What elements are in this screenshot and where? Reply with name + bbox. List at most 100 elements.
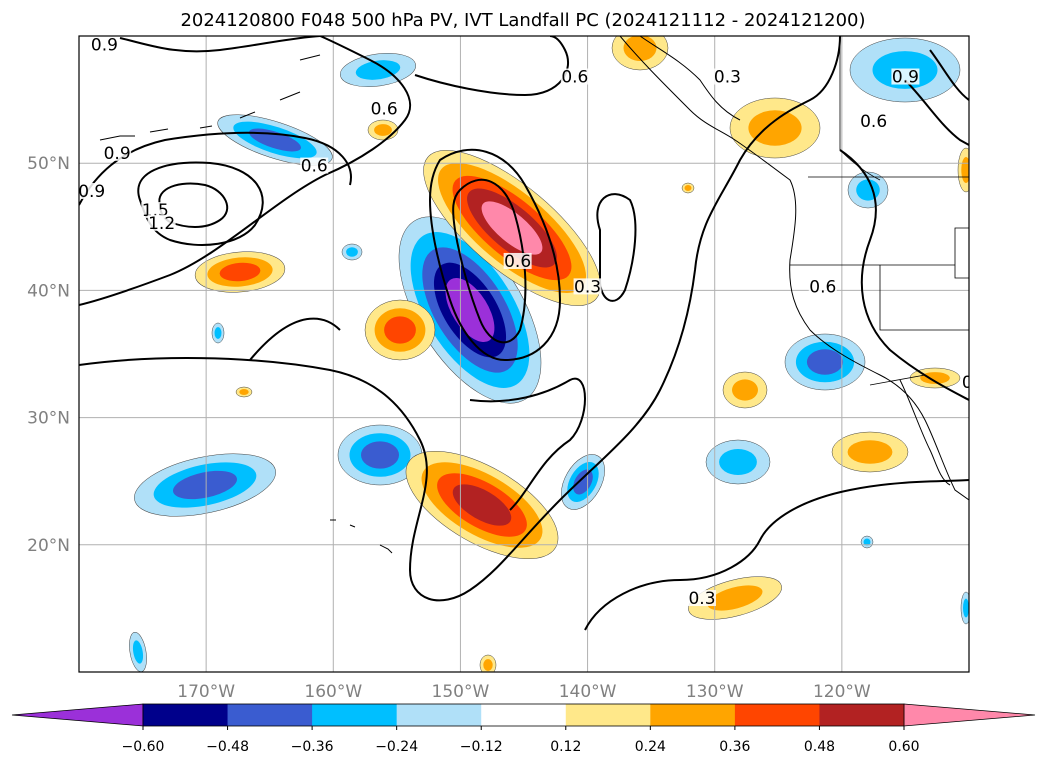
positive-anomaly-subtropical-level-4 xyxy=(452,484,512,526)
positive-anomaly-coast-north-level-2 xyxy=(748,110,802,146)
negative-anomaly-dot xyxy=(211,322,225,344)
contour-label: 0.3 xyxy=(962,373,989,393)
colorbar-segment xyxy=(227,704,313,726)
positive-anomaly-gulf-level-2 xyxy=(920,372,950,384)
contour-0.6-east xyxy=(414,36,570,97)
latitude-tick-labels: 20°N 30°N 40°N 50°N xyxy=(27,154,70,556)
negative-anomaly-subtropical xyxy=(337,424,423,486)
contour-label: 0.6 xyxy=(504,252,531,272)
positive-anomaly-dot2-level-2 xyxy=(684,185,692,191)
colorbar-segment xyxy=(481,704,567,726)
contour-label-bg xyxy=(713,68,742,85)
contour-0.6-ne xyxy=(904,79,969,146)
contour-0.6-coast xyxy=(839,149,969,401)
contour-label: 0.9 xyxy=(78,182,105,202)
negative-anomaly-north-level-2 xyxy=(355,60,401,80)
contour-0.9-west xyxy=(79,131,352,206)
contour-0.3-west2 xyxy=(249,317,341,361)
colorbar-tick-label: 0.12 xyxy=(550,739,581,755)
map-panel: 0.90.6 0.3 0.90.60.60.90.60.91.51.20.60.3 0… xyxy=(78,35,989,673)
contour-label-bg xyxy=(141,202,170,219)
negative-anomaly-tiny-level-2 xyxy=(346,247,358,257)
positive-anomaly-bottom-level-2 xyxy=(483,659,493,671)
contour-label: 0.6 xyxy=(809,277,836,297)
colorbar-tick-label: 0.36 xyxy=(719,739,750,755)
contour-label: 0.6 xyxy=(561,68,588,88)
contour-label-bg xyxy=(503,252,532,269)
contour-label-bg xyxy=(573,278,602,295)
colorbar-segment xyxy=(819,704,905,726)
negative-anomaly-aleutian-level-3 xyxy=(249,128,301,152)
positive-anomaly-north-level-2 xyxy=(623,36,657,61)
positive-anomaly-subtropical xyxy=(405,450,559,560)
negative-anomaly-dot2 xyxy=(860,535,874,549)
negative-anomaly-corner-level-2 xyxy=(132,640,144,664)
contour-label: 0.6 xyxy=(860,112,887,132)
lat-tick-label: 50°N xyxy=(27,154,70,174)
contour-0.9-north xyxy=(119,36,321,53)
positive-anomaly-tiny xyxy=(367,119,399,141)
colorbar-segment xyxy=(565,704,651,726)
contour-label-bg xyxy=(859,113,888,130)
negative-anomaly-edge xyxy=(960,591,969,625)
negative-anomaly-coastal-level-3 xyxy=(806,349,844,375)
lon-tick-label: 130°W xyxy=(686,682,744,702)
pv-contours xyxy=(79,36,969,631)
positive-anomaly-south xyxy=(688,576,782,620)
negative-anomaly-tiny xyxy=(341,243,363,261)
lon-tick-label: 150°W xyxy=(432,682,490,702)
colorbar-extend-high xyxy=(903,703,1036,727)
contour-label: 0.9 xyxy=(892,68,919,88)
positive-anomaly-edge xyxy=(957,147,969,193)
negative-anomaly-east xyxy=(705,439,771,485)
colorbar-segment xyxy=(396,704,482,726)
positive-anomaly-bottom xyxy=(479,654,497,672)
negative-anomaly-southwest xyxy=(134,453,276,517)
contour-label: 1.2 xyxy=(148,214,175,234)
lat-tick-label: 20°N xyxy=(27,536,70,556)
positive-anomaly-mid-level-3 xyxy=(384,316,416,344)
positive-anomaly-south-level-2 xyxy=(707,585,763,611)
contour-label: 0.3 xyxy=(574,277,601,297)
contour-0.3-south xyxy=(584,479,969,631)
positive-anomaly-baja xyxy=(831,431,909,473)
lon-tick-label: 170°W xyxy=(177,682,235,702)
colorbar-segment xyxy=(650,704,736,726)
longitude-tick-labels: 170°W 160°W 150°W 140°W 130°W 120°W xyxy=(177,682,871,702)
contour-label-bg xyxy=(90,36,119,53)
positive-anomaly-small xyxy=(722,371,768,409)
contour-label-bg xyxy=(103,144,132,161)
contour-0.6-loop xyxy=(428,148,562,362)
colorbar-segment xyxy=(734,704,820,726)
contour-label-bg xyxy=(300,157,329,174)
positive-anomaly-dot2 xyxy=(681,182,695,194)
positive-anomaly-tiny-level-2 xyxy=(374,124,392,136)
contour-label-bg xyxy=(808,278,837,295)
contour-0.3-mid xyxy=(469,377,586,511)
colorbar-tick-label: 0.48 xyxy=(804,739,835,755)
positive-anomaly-west-level-3 xyxy=(219,262,261,282)
contour-0.6-main xyxy=(79,36,411,306)
negative-anomaly-aleutian xyxy=(217,114,333,166)
colorbar-tick-label: −0.12 xyxy=(460,739,503,755)
lat-tick-label: 40°N xyxy=(27,281,70,301)
positive-anomaly-small-level-2 xyxy=(732,379,758,401)
colorbar-tick-label: −0.60 xyxy=(122,739,165,755)
colorbar-tick-label: −0.48 xyxy=(206,739,249,755)
negative-anomaly-inland xyxy=(847,171,889,209)
contour-labels: 0.90.6 0.3 0.90.60.60.90.60.91.51.20.60.3 0… xyxy=(78,36,989,609)
map-frame xyxy=(78,35,970,673)
negative-anomaly-dot2-level-2 xyxy=(863,538,871,546)
contour-label-bg xyxy=(79,183,106,199)
negative-anomaly-inland-level-2 xyxy=(856,179,880,201)
positive-anomaly-central-level-5 xyxy=(481,201,543,255)
contour-label: 0.6 xyxy=(301,157,328,177)
colorbar-tick-label: 0.24 xyxy=(635,739,666,755)
contour-label-bg xyxy=(891,68,920,85)
contour-label-bg xyxy=(688,590,716,607)
negative-anomaly-corner xyxy=(129,632,147,672)
lat-tick-label: 30°N xyxy=(27,409,70,429)
lon-tick-label: 160°W xyxy=(304,682,362,702)
contour-label-bg xyxy=(560,68,589,85)
